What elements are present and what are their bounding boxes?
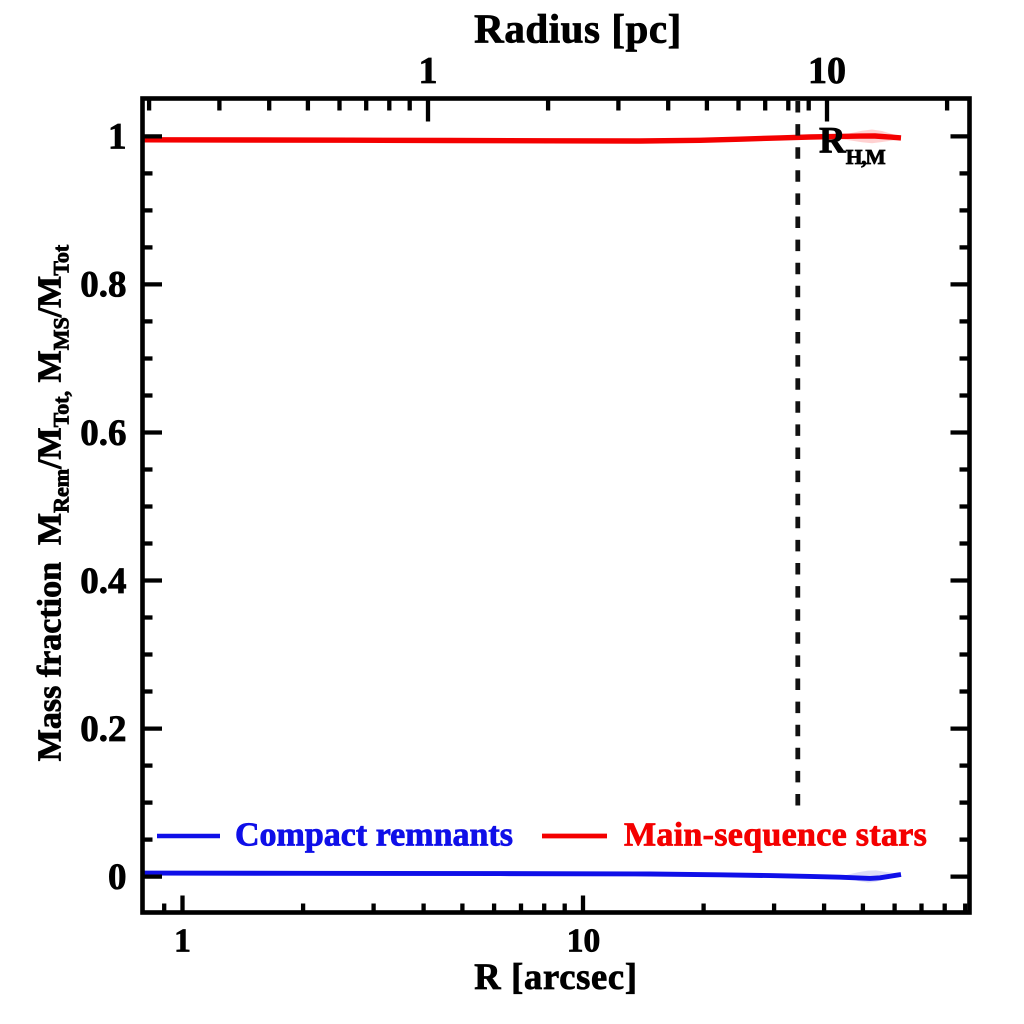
svg-text:R [arcsec]: R [arcsec]: [474, 956, 637, 997]
svg-text:Main-sequence stars: Main-sequence stars: [624, 817, 927, 854]
svg-text:0.6: 0.6: [80, 413, 126, 454]
svg-text:10: 10: [808, 50, 846, 92]
svg-text:Radius [pc]: Radius [pc]: [474, 6, 682, 52]
svg-text:0.4: 0.4: [80, 561, 126, 602]
svg-text:RH,M: RH,M: [819, 121, 885, 170]
svg-text:1: 1: [419, 50, 438, 92]
svg-text:1: 1: [174, 923, 191, 960]
svg-text:Compact remnants: Compact remnants: [235, 817, 513, 854]
svg-text:0.8: 0.8: [80, 265, 126, 306]
svg-text:0: 0: [108, 857, 127, 898]
svg-text:10: 10: [567, 923, 601, 960]
svg-text:1: 1: [108, 117, 127, 158]
svg-text:0.2: 0.2: [80, 709, 126, 750]
